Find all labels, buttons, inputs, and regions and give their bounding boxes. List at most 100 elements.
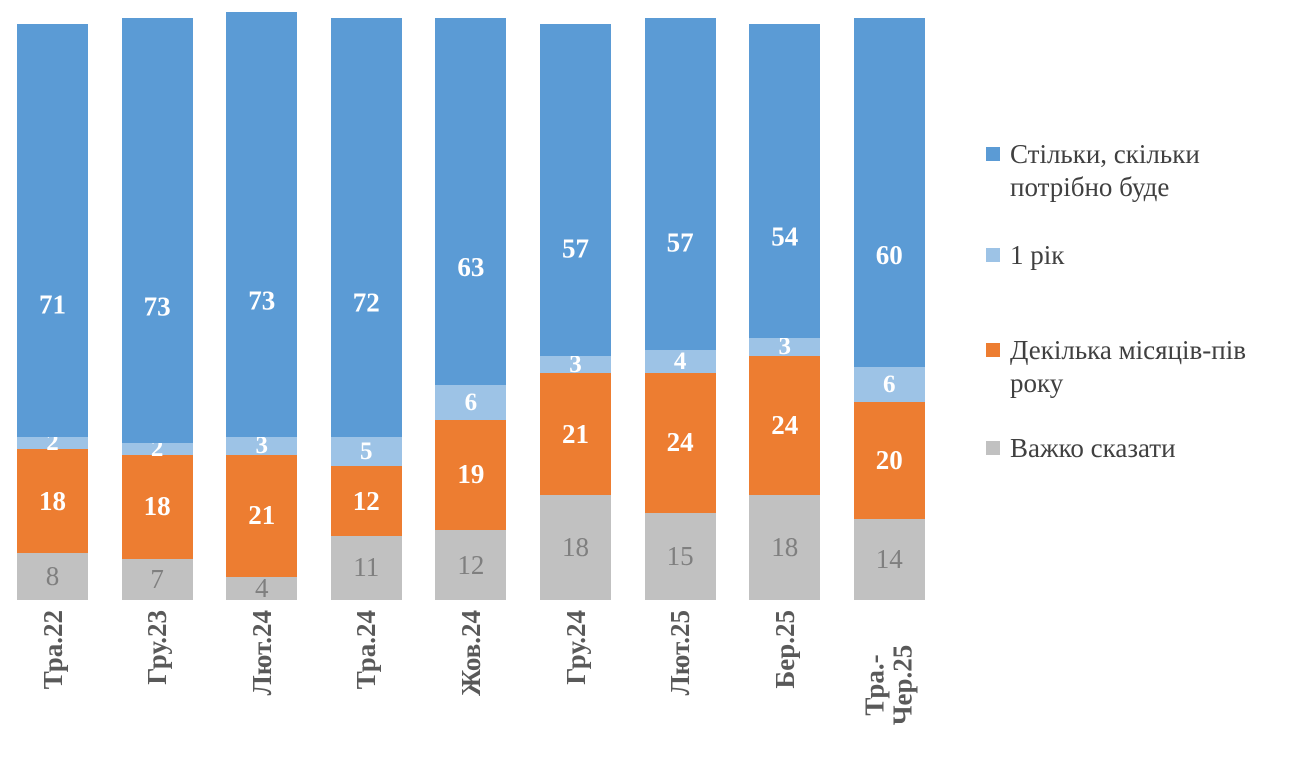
bar-segment[interactable]: 18 bbox=[749, 495, 821, 600]
x-axis-tick: Лют.25 bbox=[645, 610, 716, 760]
bar-segment[interactable]: 15 bbox=[644, 512, 716, 600]
bar-segment[interactable]: 18 bbox=[121, 454, 193, 560]
bar-group[interactable]: 15 24 4 57 bbox=[644, 18, 716, 600]
legend-swatch-icon bbox=[986, 441, 1000, 455]
bar-segment-value: 7 bbox=[150, 564, 164, 595]
bar-segment[interactable]: 12 bbox=[330, 466, 402, 536]
bar-segment[interactable]: 3 bbox=[540, 352, 611, 377]
x-axis-tick: Гру.23 bbox=[122, 610, 193, 760]
bar-segment[interactable]: 24 bbox=[644, 373, 716, 513]
bar-segment[interactable]: 24 bbox=[749, 355, 821, 496]
bar-group[interactable]: 8 18 2 71 bbox=[17, 18, 88, 600]
x-axis-tick-label: Тра.- Чер.25 bbox=[859, 644, 919, 726]
x-axis-tick-label: Бер.25 bbox=[769, 610, 800, 689]
bar-segment[interactable]: 63 bbox=[435, 18, 507, 385]
bar-segment[interactable]: 21 bbox=[226, 454, 298, 577]
bar-group[interactable]: 18 24 3 54 bbox=[749, 18, 821, 600]
bar-segment[interactable]: 3 bbox=[226, 433, 298, 458]
legend-item[interactable]: Важко сказати bbox=[986, 432, 1176, 465]
bar-group[interactable]: 18 21 3 57 bbox=[540, 18, 611, 600]
bar-segment[interactable]: 3 bbox=[749, 334, 821, 359]
x-axis-tick: Тра.24 bbox=[331, 610, 402, 760]
bar-segment-value: 5 bbox=[360, 438, 373, 466]
bar-stack: 8 18 2 71 bbox=[17, 18, 88, 600]
bar-segment-value: 3 bbox=[255, 432, 268, 460]
bar-segment[interactable]: 72 bbox=[330, 18, 402, 438]
bar-segment[interactable]: 11 bbox=[330, 535, 402, 600]
bar-segment[interactable]: 6 bbox=[853, 367, 925, 403]
legend-item[interactable]: Стільки, скільки потрібно буде bbox=[986, 138, 1288, 204]
bar-segment-value: 57 bbox=[666, 228, 694, 259]
bar-segment-value: 73 bbox=[143, 291, 171, 322]
legend-item[interactable]: Декілька місяців-пів року bbox=[986, 334, 1288, 400]
bar-segment-value: 12 bbox=[352, 485, 380, 516]
bar-segment[interactable]: 12 bbox=[435, 530, 507, 600]
bar-segment-value: 63 bbox=[457, 251, 485, 282]
bar-segment[interactable]: 19 bbox=[435, 419, 507, 531]
bar-segment[interactable]: 54 bbox=[749, 23, 821, 339]
bar-segment[interactable]: 7 bbox=[121, 559, 193, 600]
plot-area: 8 18 2 71 Тра.22 7 18 2 73 Гру.23 4 21 3 73 Лют.24 11 12… bbox=[17, 12, 925, 760]
bar-segment[interactable]: 71 bbox=[17, 23, 88, 438]
bar-segment-value: 19 bbox=[457, 459, 485, 490]
legend-item-label: 1 рік bbox=[1010, 240, 1065, 270]
bar-segment-value: 73 bbox=[248, 285, 276, 316]
bar-segment[interactable]: 5 bbox=[330, 437, 402, 467]
bar-segment-value: 18 bbox=[143, 491, 171, 522]
bar-stack: 18 21 3 57 bbox=[540, 18, 611, 600]
x-axis-tick-label: Гру.24 bbox=[560, 610, 591, 685]
bar-segment-value: 21 bbox=[562, 418, 589, 449]
bar-segment[interactable]: 4 bbox=[644, 349, 716, 374]
bar-segment-value: 4 bbox=[254, 572, 269, 603]
bar-segment[interactable]: 57 bbox=[644, 18, 716, 350]
bar-group[interactable]: 7 18 2 73 bbox=[121, 18, 193, 600]
bar-stack: 12 19 6 63 bbox=[435, 18, 507, 600]
legend-swatch-icon bbox=[986, 343, 1000, 357]
bar-group[interactable]: 11 12 5 72 bbox=[330, 18, 402, 600]
bar-segment-value: 3 bbox=[778, 333, 791, 361]
bar-segment-value: 24 bbox=[771, 409, 799, 440]
bar-segment[interactable]: 18 bbox=[540, 495, 611, 600]
bar-segment-value: 3 bbox=[569, 350, 582, 378]
bar-segment-value: 11 bbox=[353, 552, 380, 583]
bar-segment-value: 60 bbox=[875, 240, 903, 271]
bar-segment[interactable]: 14 bbox=[853, 518, 925, 600]
bar-segment[interactable]: 73 bbox=[226, 12, 298, 438]
bar-segment[interactable]: 20 bbox=[853, 402, 925, 519]
bar-segment[interactable]: 60 bbox=[853, 18, 925, 368]
bar-segment[interactable]: 6 bbox=[435, 384, 507, 420]
x-axis-tick-label: Тра.24 bbox=[351, 610, 382, 690]
bar-segment[interactable]: 73 bbox=[121, 18, 193, 443]
bar-segment[interactable]: 21 bbox=[540, 373, 611, 496]
bar-stack: 18 24 3 54 bbox=[749, 18, 821, 600]
legend-item[interactable]: 1 рік bbox=[986, 239, 1064, 272]
x-axis-tick-label: Гру.23 bbox=[141, 610, 172, 685]
bar-segment[interactable]: 2 bbox=[17, 430, 88, 455]
legend-swatch-icon bbox=[986, 248, 1000, 262]
x-axis-tick-label: Лют.25 bbox=[664, 610, 695, 696]
bar-segment-value: 6 bbox=[883, 371, 896, 399]
legend-swatch-icon bbox=[986, 147, 1000, 161]
bar-stack: 7 18 2 73 bbox=[121, 18, 193, 600]
x-axis-tick: Гру.24 bbox=[540, 610, 611, 760]
bar-segment-value: 57 bbox=[562, 233, 589, 264]
bar-group[interactable]: 14 20 6 60 bbox=[853, 18, 925, 600]
bar-segment-value: 20 bbox=[875, 444, 903, 475]
x-axis-tick-label: Лют.24 bbox=[246, 610, 277, 696]
bar-segment[interactable]: 8 bbox=[17, 553, 88, 600]
bar-group[interactable]: 4 21 3 73 bbox=[226, 12, 298, 603]
x-axis-tick: Тра.- Чер.25 bbox=[854, 610, 925, 760]
bar-segment[interactable]: 18 bbox=[17, 448, 88, 554]
bar-group[interactable]: 12 19 6 63 bbox=[435, 18, 507, 600]
bar-stack: 15 24 4 57 bbox=[644, 18, 716, 600]
bar-segment[interactable]: 2 bbox=[121, 436, 193, 461]
x-axis-tick: Жов.24 bbox=[435, 610, 506, 760]
bar-segment-value: 18 bbox=[39, 485, 66, 516]
bar-segment-value: 15 bbox=[666, 540, 694, 571]
bar-stack: 11 12 5 72 bbox=[330, 18, 402, 600]
bar-segment-value: 18 bbox=[562, 532, 589, 563]
bar-stack: 14 20 6 60 bbox=[853, 18, 925, 600]
bar-segment[interactable]: 4 bbox=[226, 572, 298, 603]
bar-segment[interactable]: 57 bbox=[540, 23, 611, 356]
bar-segment-value: 24 bbox=[666, 427, 694, 458]
